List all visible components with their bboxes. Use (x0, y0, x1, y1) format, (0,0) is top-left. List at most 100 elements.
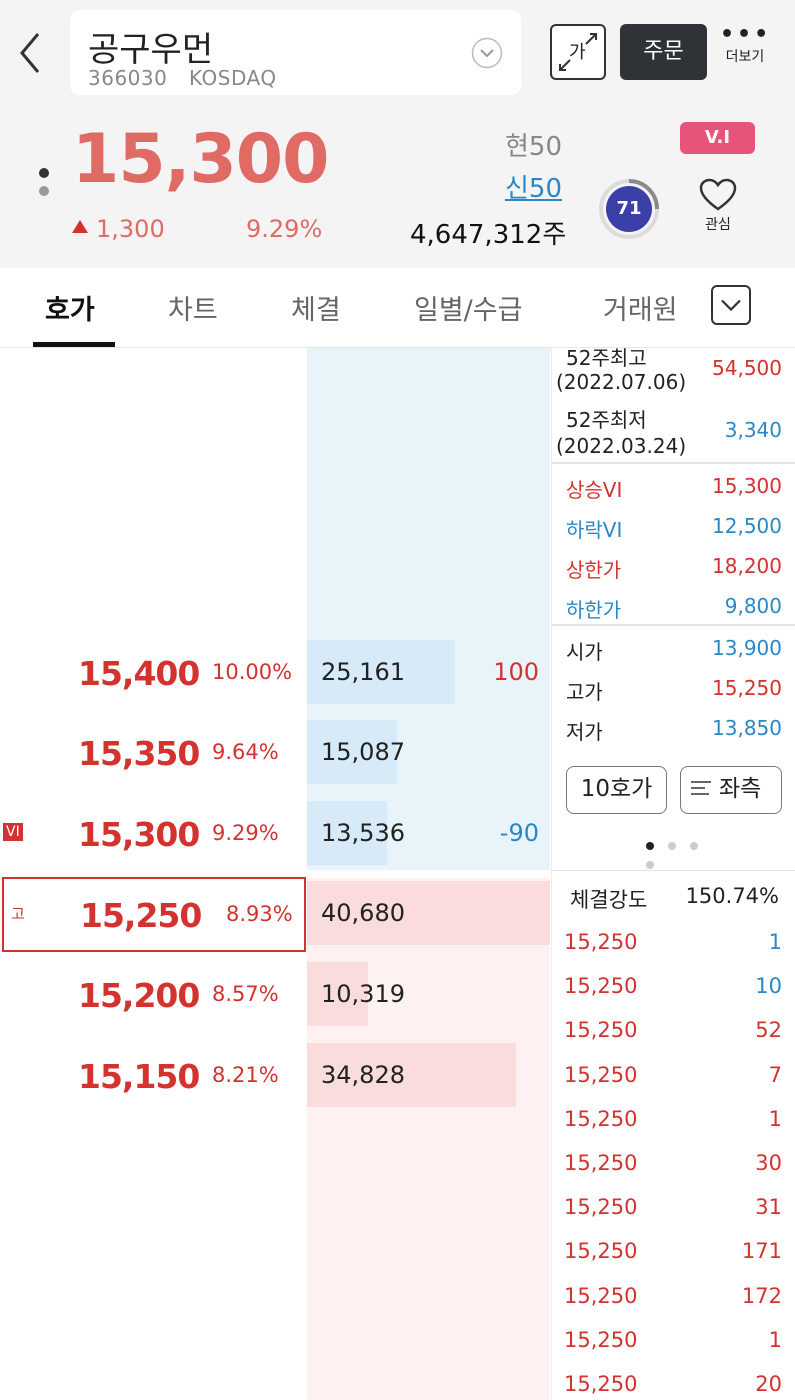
stock-code: 366030 (88, 66, 168, 90)
expand-arrows-icon (559, 33, 597, 71)
vi-tag: VI (3, 823, 23, 841)
high52-value: 54,500 (712, 356, 782, 380)
bid-quantity-column (307, 878, 550, 1400)
back-arrow-icon[interactable] (14, 28, 48, 78)
vi-badge: V.I (680, 122, 755, 154)
ask-row[interactable]: 15,350 9.64% 15,087 (0, 720, 551, 788)
trade-row: 15,250 172 (564, 1284, 782, 1328)
trade-quantity: 1 (768, 930, 782, 954)
tab-daily[interactable]: 일별/수급 (414, 295, 523, 326)
up-triangle-icon (72, 220, 88, 233)
market-label: KOSDAQ (189, 66, 277, 90)
trade-row: 15,250 20 (564, 1372, 782, 1400)
bid-price: 15,250 (80, 896, 202, 935)
down-vi-label: 하락VI (566, 518, 623, 542)
divider (552, 870, 795, 871)
stock-selector[interactable]: 공구우먼 366030 KOSDAQ (70, 10, 521, 95)
align-left-icon (691, 781, 711, 799)
trade-price: 15,250 (564, 1106, 638, 1131)
quantity-bar (307, 962, 368, 1026)
ask-price: 15,350 (78, 734, 200, 773)
left-align-label: 좌측 (719, 776, 762, 802)
trade-quantity: 172 (741, 1283, 782, 1308)
current-price: 15,300 (72, 120, 329, 199)
ask-quantity: 13,536 (321, 819, 405, 847)
up-vi-value: 15,300 (712, 474, 782, 498)
trade-price: 15,250 (564, 930, 638, 954)
order-button[interactable]: 주문 (620, 24, 707, 80)
trade-price: 15,250 (564, 1283, 638, 1308)
trade-row: 15,250 10 (564, 974, 782, 1018)
up-vi-label: 상승VI (566, 478, 623, 502)
page-indicator (646, 835, 726, 869)
chevron-down-icon[interactable] (711, 285, 751, 325)
bid-row[interactable]: 15,200 8.57% 10,319 (0, 962, 551, 1030)
upper-limit-label: 상한가 (566, 558, 622, 582)
font-size-button[interactable]: 가 (550, 24, 606, 80)
high-value: 15,250 (712, 676, 782, 700)
bid-percent: 8.57% (212, 982, 279, 1006)
tab-hoga[interactable]: 호가 (45, 295, 95, 326)
bid-percent: 8.93% (226, 902, 293, 926)
bid-price: 15,150 (78, 1057, 200, 1096)
high52-label: 52주최고 (566, 346, 647, 370)
trade-price: 15,250 (564, 1195, 638, 1220)
trade-price: 15,250 (564, 1239, 638, 1264)
more-dots-icon: ••• (720, 22, 772, 47)
divider (552, 624, 795, 626)
bid-percent: 8.21% (212, 1063, 279, 1087)
ask-row[interactable]: 15,400 10.00% 25,161 100 (0, 640, 551, 708)
bid-quantity: 34,828 (321, 1061, 405, 1089)
trade-price: 15,250 (564, 1018, 638, 1043)
more-button[interactable]: ••• 더보기 (720, 22, 772, 78)
trade-quantity: 1 (768, 1327, 782, 1352)
quantity-bar (307, 801, 387, 865)
lower-limit-value: 9,800 (724, 594, 782, 618)
ask-percent: 9.64% (212, 740, 279, 764)
trade-quantity: 31 (755, 1195, 782, 1220)
bid-quantity: 10,319 (321, 980, 405, 1008)
tab-chart[interactable]: 차트 (168, 295, 218, 326)
trade-price: 15,250 (564, 1327, 638, 1352)
down-vi-value: 12,500 (712, 514, 782, 538)
cur50-label: 현50 (505, 132, 563, 162)
trade-quantity: 10 (755, 974, 782, 999)
lower-limit-label: 하한가 (566, 598, 622, 622)
high52-date: (2022.07.06) (556, 370, 687, 394)
trade-price: 15,250 (564, 1372, 638, 1396)
bid-row[interactable]: 15,150 8.21% 34,828 (0, 1043, 551, 1111)
trade-row: 15,250 171 (564, 1239, 782, 1283)
vi-limit-panel: 상승VI 15,300 하락VI 12,500 상한가 18,200 하한가 9… (556, 474, 786, 624)
ask-change: -90 (499, 819, 539, 847)
high-tag: 고 (11, 905, 25, 923)
change-percent: 9.29% (246, 215, 323, 243)
ask-row[interactable]: VI 15,300 9.29% 13,536 -90 (0, 801, 551, 869)
ten-hoga-button[interactable]: 10호가 (566, 766, 667, 814)
score-value: 71 (616, 198, 642, 219)
chevron-down-icon[interactable] (471, 37, 503, 69)
trade-row: 15,250 7 (564, 1063, 782, 1107)
quantity-bar (307, 640, 455, 704)
upper-limit-value: 18,200 (712, 554, 782, 578)
tab-trades[interactable]: 체결 (291, 295, 341, 326)
low52-value: 3,340 (724, 418, 782, 442)
bid-row[interactable]: 40,680 (0, 881, 551, 949)
trade-row: 15,250 1 (564, 1107, 782, 1151)
watchlist-button[interactable]: 관심 (695, 178, 741, 234)
low-value: 13,850 (712, 716, 782, 740)
tab-brokers[interactable]: 거래원 (603, 295, 678, 326)
bid-quantity: 40,680 (321, 899, 405, 927)
high-label: 고가 (566, 680, 603, 704)
low-label: 저가 (566, 720, 603, 744)
strength-label: 체결강도 (570, 888, 648, 912)
left-align-button[interactable]: 좌측 (680, 766, 782, 814)
divider (552, 462, 795, 464)
trade-quantity: 52 (755, 1018, 782, 1043)
new50-link[interactable]: 신50 (505, 174, 563, 204)
stock-header: 공구우먼 366030 KOSDAQ 가 주문 ••• 더보기 15,300 1… (0, 0, 795, 268)
ask-percent: 9.29% (212, 821, 279, 845)
current-price-box[interactable]: 고 15,250 8.93% (2, 877, 306, 952)
quantity-bar (307, 720, 397, 784)
score-ring-icon[interactable] (598, 178, 660, 240)
week52-panel: 52주최고 (2022.07.06) 54,500 52주최저 (2022.03… (556, 342, 786, 472)
